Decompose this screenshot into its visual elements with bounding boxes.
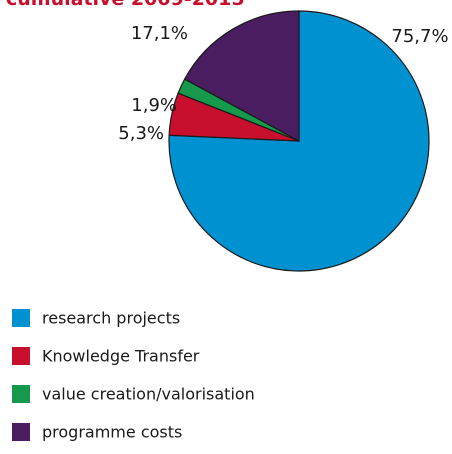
legend-swatch — [12, 385, 30, 403]
legend-swatch — [12, 347, 30, 365]
legend-label: research projects — [42, 309, 180, 328]
legend-swatch — [12, 423, 30, 441]
chart-title: cumulative 2009-2015 — [6, 0, 245, 10]
data-label: 1,9% — [131, 95, 177, 116]
legend-swatch — [12, 309, 30, 327]
legend: research projects Knowledge Transfer value… — [12, 309, 255, 442]
legend-label: value creation/valorisation — [42, 385, 255, 404]
data-label: 5,3% — [118, 123, 164, 144]
legend-label: Knowledge Transfer — [42, 347, 200, 366]
data-label: 75,7% — [391, 26, 448, 47]
pie-slice — [183, 10, 300, 143]
data-label: 17,1% — [131, 23, 188, 44]
legend-label: programme costs — [42, 423, 182, 442]
pie: 75,7% 5,3% 1,9% 17,1% — [118, 10, 449, 272]
